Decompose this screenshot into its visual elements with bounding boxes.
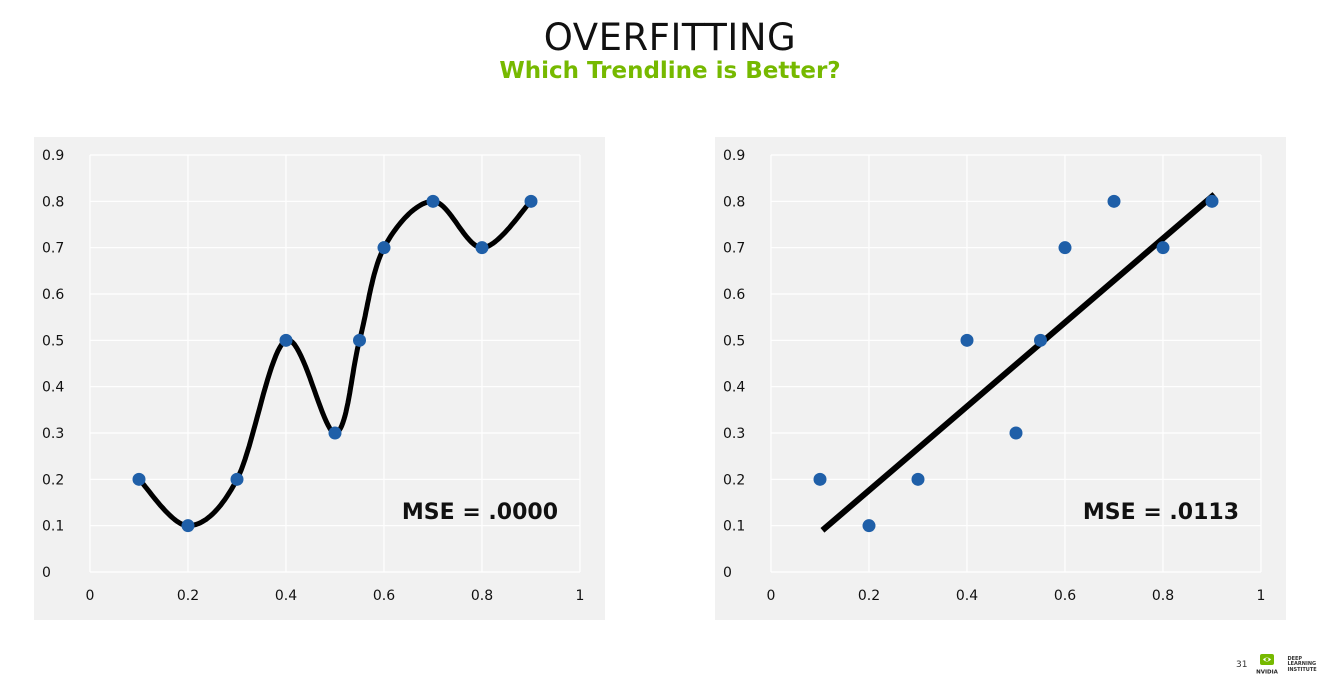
dli-line-1: DEEP <box>1287 655 1303 662</box>
chart2-y-tick-label: 0.1 <box>723 519 745 535</box>
dli-line-3: INSTITUTE <box>1287 666 1317 673</box>
chart1-data-point <box>181 519 195 533</box>
chart2-data-point <box>862 519 876 533</box>
nvidia-logo-icon: NVIDIA <box>1257 654 1280 676</box>
chart2-data-point <box>813 472 827 486</box>
slide-subtitle: Which Trendline is Better? <box>499 58 841 84</box>
chart1-y-tick-label: 0.6 <box>42 287 64 303</box>
dli-logo-text: DEEP LEARNING INSTITUTE <box>1287 655 1317 674</box>
chart2-y-tick-label: 0.4 <box>723 380 745 396</box>
chart1-data-point <box>377 241 391 255</box>
chart2-x-tick-label: 0 <box>767 588 776 604</box>
chart1-x-tick-label: 0.6 <box>373 588 395 604</box>
chart1-y-tick-label: 0 <box>42 565 51 581</box>
chart1-data-point <box>426 194 440 208</box>
chart1-x-tick-label: 0.2 <box>177 588 199 604</box>
chart2-data-point <box>911 472 925 486</box>
chart-panel-linear: 0 0.1 0.2 0.3 0.4 0.5 0.6 0.7 0.8 0.9 0 0.2 0.4 0.6 0.… <box>715 137 1286 620</box>
chart2-y-tick-label: 0.6 <box>723 287 745 303</box>
page-number: 31 <box>1236 660 1248 670</box>
chart1-x-tick-label: 1 <box>576 588 585 604</box>
chart2-x-tick-label: 0.2 <box>858 588 880 604</box>
dli-line-2: LEARNING <box>1287 661 1317 668</box>
chart1-data-point <box>279 333 293 347</box>
chart1-y-tick-label: 0.4 <box>42 380 64 396</box>
chart-overfit: 0 0.1 0.2 0.3 0.4 0.5 0.6 0.7 0.8 0.9 0 0.2 0.4 0.6 0.… <box>42 148 585 604</box>
chart2-trendline <box>820 192 1217 533</box>
chart2-data-point <box>1107 194 1121 208</box>
chart1-x-tick-label: 0.8 <box>471 588 493 604</box>
chart1-y-tick-label: 0.7 <box>42 241 64 257</box>
chart2-x-tick-label: 0.4 <box>956 588 978 604</box>
chart2-x-tick-label: 0.6 <box>1054 588 1076 604</box>
chart-linear: 0 0.1 0.2 0.3 0.4 0.5 0.6 0.7 0.8 0.9 0 0.2 0.4 0.6 0.… <box>723 148 1266 604</box>
chart1-mse-annotation: MSE = .0000 <box>402 500 558 525</box>
chart1-data-point <box>353 333 366 347</box>
chart1-data-point <box>230 472 244 486</box>
chart1-data-point <box>328 426 342 440</box>
chart1-y-tick-label: 0.8 <box>42 194 64 210</box>
chart2-data-point <box>1009 426 1023 440</box>
chart2-data-point <box>1034 333 1047 347</box>
chart1-data-point <box>524 194 538 208</box>
chart2-data-point <box>1058 241 1072 255</box>
chart1-data-point <box>475 241 489 255</box>
chart2-y-tick-label: 0.7 <box>723 241 745 257</box>
slide-footer: 31 NVIDIA DEEP LEARNING INSTITUTE <box>1236 652 1317 678</box>
chart2-y-tick-label: 0.8 <box>723 194 745 210</box>
chart1-y-tick-label: 0.5 <box>42 333 64 349</box>
chart2-y-tick-label: 0 <box>723 565 732 581</box>
chart2-x-tick-label: 0.8 <box>1152 588 1174 604</box>
chart1-y-tick-label: 0.2 <box>42 472 64 488</box>
chart1-y-tick-label: 0.1 <box>42 519 64 535</box>
chart2-y-tick-label: 0.9 <box>723 148 745 164</box>
chart2-data-point <box>960 333 974 347</box>
chart2-y-tick-label: 0.5 <box>723 333 745 349</box>
slide-title: OVERFITTING <box>543 16 797 59</box>
chart2-y-tick-label: 0.3 <box>723 426 745 442</box>
chart1-trendline <box>136 198 534 529</box>
chart2-x-tick-label: 1 <box>1257 588 1266 604</box>
chart2-mse-annotation: MSE = .0113 <box>1083 500 1239 525</box>
chart1-y-tick-label: 0.3 <box>42 426 64 442</box>
nvidia-wordmark: NVIDIA <box>1257 670 1280 676</box>
chart1-y-tick-label: 0.9 <box>42 148 64 164</box>
chart2-data-point <box>1156 241 1170 255</box>
chart1-x-tick-label: 0.4 <box>275 588 297 604</box>
chart1-data-point <box>132 472 146 486</box>
chart-panel-overfit: 0 0.1 0.2 0.3 0.4 0.5 0.6 0.7 0.8 0.9 0 0.2 0.4 0.6 0.… <box>34 137 605 620</box>
chart2-data-point <box>1205 194 1219 208</box>
chart2-y-tick-label: 0.2 <box>723 472 745 488</box>
chart1-x-tick-label: 0 <box>86 588 95 604</box>
